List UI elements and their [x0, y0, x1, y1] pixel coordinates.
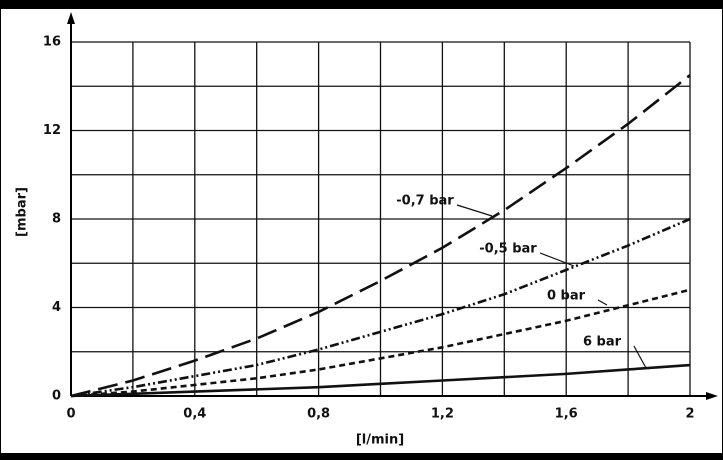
label-leader — [633, 345, 647, 369]
series-label: -0,7 bar — [396, 194, 454, 209]
x-tick-label: 0,8 — [307, 407, 330, 422]
x-tick-label: 1,2 — [431, 407, 454, 422]
x-tick-label: 0 — [66, 407, 75, 422]
label-leader — [539, 252, 575, 267]
x-axis-label: [l/min] — [356, 433, 404, 448]
series-label: 0 bar — [547, 289, 586, 304]
series-label: 6 bar — [583, 335, 622, 350]
y-axis-label: [mbar] — [15, 187, 30, 237]
series-line — [70, 217, 691, 398]
y-tick-label: 12 — [43, 123, 61, 138]
label-leader — [597, 299, 608, 306]
series-label: -0,5 bar — [479, 242, 537, 257]
y-tick-label: 8 — [52, 212, 61, 227]
x-tick-label: 2 — [685, 407, 694, 422]
x-tick-label: 1,6 — [555, 407, 578, 422]
frame-top — [0, 0, 723, 9]
series-line — [70, 74, 691, 398]
y-tick-label: 0 — [52, 389, 61, 404]
y-axis-arrow — [67, 12, 75, 24]
x-axis-arrow — [706, 392, 718, 400]
y-tick-label: 4 — [52, 300, 61, 315]
label-leader — [456, 204, 493, 217]
series-line — [70, 288, 691, 398]
series-line — [70, 363, 691, 398]
x-tick-label: 0,4 — [183, 407, 206, 422]
y-tick-label: 16 — [43, 35, 61, 50]
frame-bottom — [0, 453, 723, 460]
